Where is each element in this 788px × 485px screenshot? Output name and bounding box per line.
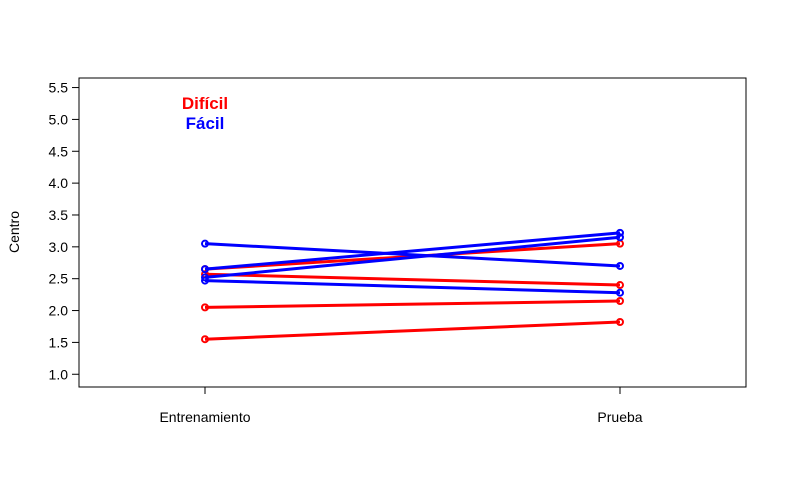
- data-point: [201, 303, 209, 312]
- data-point: [616, 261, 624, 270]
- y-tick-label: 5.0: [49, 111, 69, 127]
- series-1: [201, 318, 624, 344]
- series-line: [204, 235, 621, 279]
- plot-box: [78, 77, 747, 388]
- series-7: [201, 233, 624, 282]
- data-point: [201, 273, 209, 282]
- y-tick-label: 5.5: [49, 80, 69, 96]
- x-tick-label: Entrenamiento: [159, 409, 250, 425]
- y-tick-label: 1.0: [49, 366, 69, 382]
- series-8: [201, 228, 624, 274]
- data-point: [616, 288, 624, 297]
- y-tick-label: 1.5: [49, 334, 69, 350]
- series-line: [204, 272, 621, 287]
- series-5: [201, 239, 624, 270]
- y-tick-label: 3.5: [49, 207, 69, 223]
- y-tick-label: 4.0: [49, 175, 69, 191]
- y-tick-label: 2.5: [49, 271, 69, 287]
- data-point: [616, 281, 624, 290]
- y-axis: 1.0 1.5 2.0 2.5 3.0 3.5 4.0 4.5 5.0 5.5: [49, 80, 80, 382]
- legend-label: Fácil: [186, 114, 225, 133]
- series-line: [204, 320, 621, 341]
- y-axis-title: Centro: [6, 211, 22, 253]
- data-point: [201, 276, 209, 285]
- data-point: [201, 335, 209, 344]
- series-line: [204, 231, 621, 271]
- data-point: [616, 228, 624, 237]
- series-line: [204, 279, 621, 295]
- data-point: [616, 318, 624, 327]
- y-tick-label: 2.0: [49, 303, 69, 319]
- x-axis: Entrenamiento Prueba: [159, 386, 643, 425]
- data-point: [201, 265, 209, 274]
- legend-label: Difícil: [182, 94, 228, 113]
- series-line: [204, 242, 621, 268]
- x-tick-label: Prueba: [597, 409, 642, 425]
- series-6: [201, 276, 624, 297]
- y-tick-label: 4.5: [49, 143, 69, 159]
- series-layer: [201, 228, 624, 344]
- data-point: [616, 296, 624, 305]
- series-line: [204, 299, 621, 309]
- y-tick-label: 3.0: [49, 239, 69, 255]
- data-point: [201, 239, 209, 248]
- series-2: [201, 296, 624, 312]
